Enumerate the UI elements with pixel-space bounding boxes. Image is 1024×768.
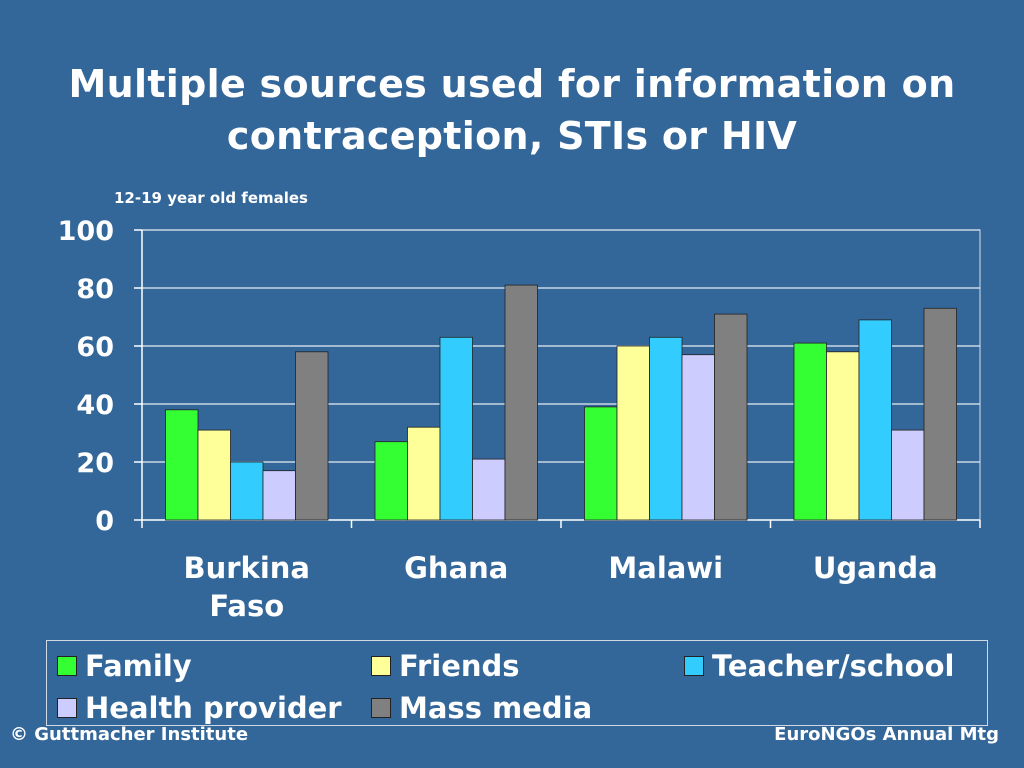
chart-title-line-1: Multiple sources used for information on: [68, 62, 956, 106]
legend-label-friends: Friends: [399, 649, 520, 683]
bar-health-provider-malawi: [681, 354, 715, 521]
bar-family-ghana: [374, 441, 408, 521]
legend-swatch-family: [57, 656, 77, 676]
bar-health-provider-burkina-faso: [262, 470, 296, 521]
bar-teacher-school-uganda: [858, 319, 892, 521]
legend-swatch-friends: [371, 656, 391, 676]
x-category-label: Uganda: [813, 551, 938, 585]
chart-title: Multiple sources used for information on…: [0, 58, 1024, 162]
y-tick-label: 20: [76, 448, 114, 479]
x-category-label: Faso: [209, 589, 284, 623]
legend-item-teacher-school: Teacher/school: [684, 649, 954, 683]
legend-label-mass-media: Mass media: [399, 691, 593, 725]
bar-chart: 0 20 40 60 80 100 Burkina Faso Ghana Malawi Uganda: [58, 216, 981, 623]
bar-teacher-school-malawi: [649, 336, 683, 521]
legend-swatch-mass-media: [371, 698, 391, 718]
bar-friends-malawi: [616, 345, 650, 521]
bar-mass-media-uganda: [923, 307, 957, 521]
bar-friends-ghana: [407, 426, 441, 521]
legend-item-health-provider: Health provider: [57, 691, 342, 725]
y-tick-label: 100: [58, 216, 114, 247]
footer-copyright: © Guttmacher Institute: [10, 724, 249, 745]
bar-friends-uganda: [826, 351, 860, 521]
bar-family-malawi: [584, 406, 618, 521]
y-tick-label: 80: [76, 274, 114, 305]
bar-mass-media-burkina-faso: [295, 351, 329, 521]
legend-item-mass-media: Mass media: [371, 691, 592, 725]
bar-health-provider-ghana: [472, 458, 506, 521]
y-tick-label: 40: [76, 390, 114, 421]
bar-mass-media-malawi: [714, 313, 748, 521]
legend-item-friends: Friends: [371, 649, 520, 683]
legend-label-health-provider: Health provider: [85, 691, 342, 725]
legend-swatch-health-provider: [57, 698, 77, 718]
bar-teacher-school-ghana: [439, 336, 473, 521]
bar-health-provider-uganda: [891, 429, 925, 521]
chart-legend: Family Friends Teacher/school Health pro…: [46, 640, 988, 726]
legend-label-teacher-school: Teacher/school: [712, 649, 955, 683]
chart-subtitle: 12-19 year old females: [114, 189, 308, 207]
legend-label-family: Family: [85, 649, 192, 683]
bar-friends-burkina-faso: [197, 429, 231, 521]
bar-teacher-school-burkina-faso: [230, 461, 264, 521]
bar-family-burkina-faso: [165, 409, 199, 521]
chart-title-line-2: contraception, STIs or HIV: [226, 114, 798, 158]
y-tick-label: 0: [95, 506, 114, 537]
legend-swatch-teacher-school: [684, 656, 704, 676]
legend-item-family: Family: [57, 649, 192, 683]
x-category-label: Ghana: [404, 551, 508, 585]
footer-event: EuroNGOs Annual Mtg: [774, 724, 999, 745]
y-tick-label: 60: [76, 332, 114, 363]
bar-family-uganda: [793, 342, 827, 521]
x-category-label: Burkina: [184, 551, 311, 585]
bar-mass-media-ghana: [504, 284, 538, 521]
x-category-label: Malawi: [608, 551, 723, 585]
